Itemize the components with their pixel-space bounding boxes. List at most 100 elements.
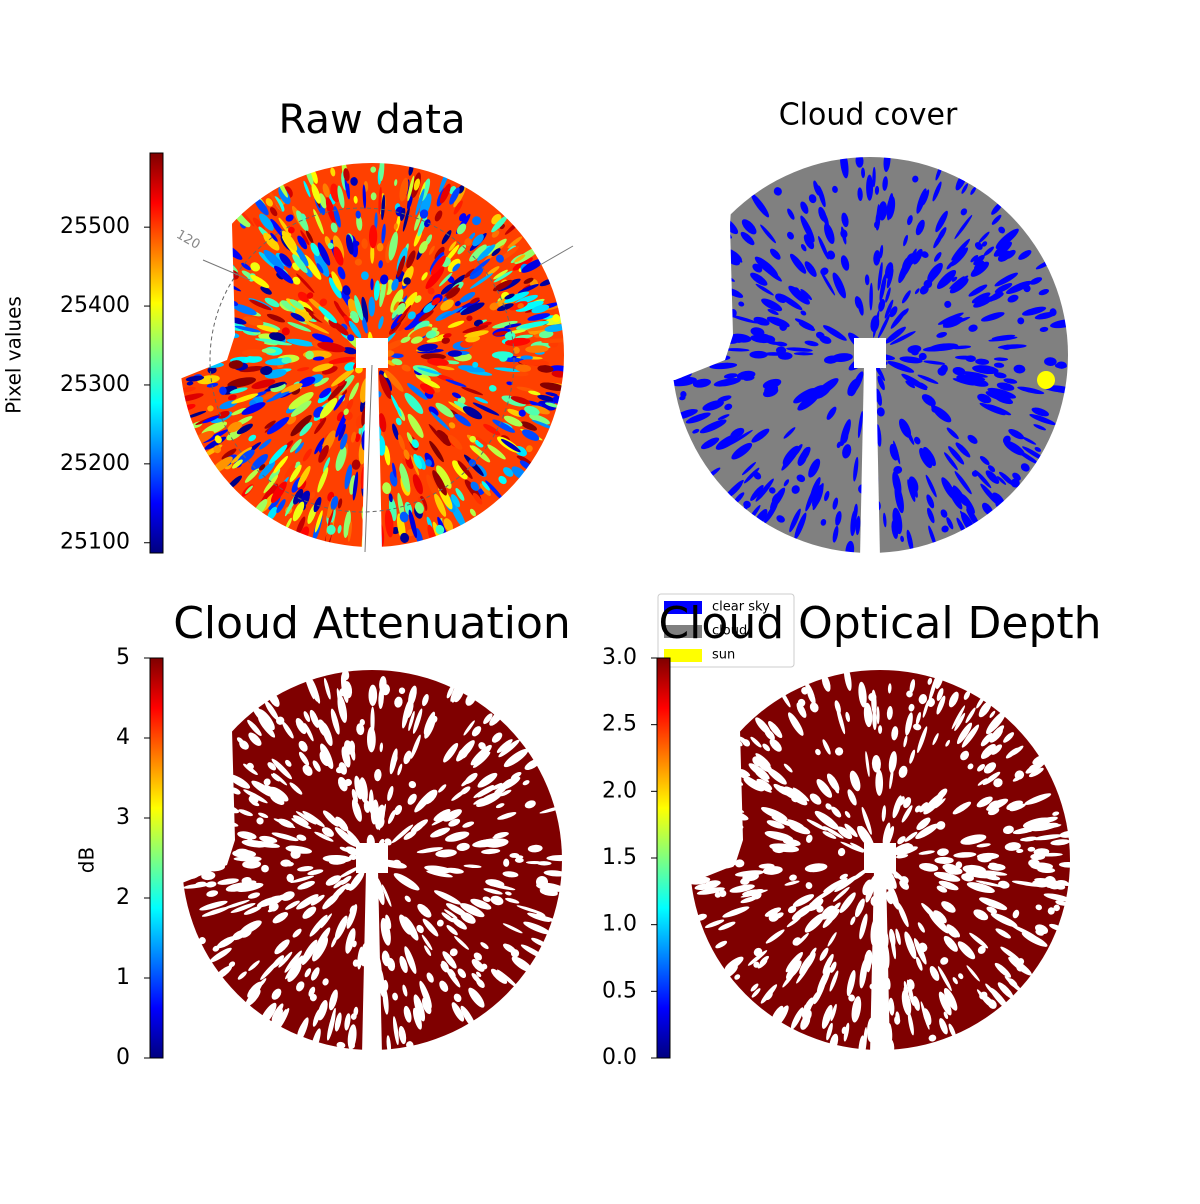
pixel-blob: [726, 481, 743, 498]
pixel-blob: [925, 474, 937, 498]
pixel-blob: [1021, 932, 1048, 947]
pixel-blob: [944, 866, 963, 875]
pixel-blob: [227, 377, 256, 388]
pixel-blob: [728, 309, 737, 318]
pixel-blob: [743, 777, 765, 792]
pixel-blob: [271, 988, 282, 1000]
pixel-blob: [185, 410, 207, 419]
pixel-blob: [898, 765, 908, 778]
pixel-blob: [394, 321, 402, 329]
pixel-blob: [545, 402, 560, 408]
pixel-blob: [237, 971, 247, 980]
legend-swatch: [664, 649, 702, 662]
pixel-blob: [183, 854, 203, 861]
pixel-blob: [213, 795, 229, 804]
pixel-blob: [178, 386, 196, 393]
pixel-blob: [348, 870, 365, 891]
pixel-blob: [241, 262, 251, 271]
pixel-blob: [1020, 463, 1030, 472]
pixel-blob: [987, 296, 995, 302]
pixel-blob: [445, 379, 467, 388]
pixel-blob: [976, 695, 986, 709]
pixel-blob: [775, 346, 787, 354]
pixel-blob: [961, 371, 988, 378]
pixel-blob: [800, 201, 809, 214]
pixel-blob: [303, 254, 322, 280]
pixel-blob: [400, 208, 406, 221]
pixel-blob: [770, 248, 781, 260]
pixel-blob: [952, 378, 975, 386]
pixel-blob: [1010, 478, 1020, 488]
pixel-blob: [829, 961, 837, 973]
pixel-blob: [823, 1011, 829, 1022]
pixel-blob: [474, 439, 484, 448]
pixel-blob: [952, 977, 958, 985]
pixel-blob: [751, 193, 770, 218]
pixel-blob: [428, 423, 444, 442]
pixel-blob: [502, 871, 519, 878]
pixel-blob: [476, 791, 503, 807]
pixel-blob: [318, 193, 327, 209]
pixel-blob: [393, 223, 398, 230]
pixel-blob: [317, 341, 346, 353]
pixel-blob: [399, 463, 411, 493]
pixel-blob: [221, 448, 237, 460]
pixel-blob: [368, 224, 378, 249]
pixel-blob: [505, 897, 520, 904]
pixel-blob: [281, 327, 290, 336]
camera-mount: [864, 843, 896, 873]
pixel-blob: [289, 464, 302, 483]
pixel-blob: [531, 937, 549, 948]
pixel-blob: [442, 951, 457, 969]
pixel-blob: [946, 260, 955, 270]
pixel-blob: [777, 352, 793, 360]
pixel-blob: [292, 815, 309, 826]
colorbar: [149, 152, 164, 554]
pixel-blob: [986, 906, 998, 914]
pixel-blob: [526, 325, 553, 332]
pixel-blob: [761, 298, 783, 312]
pixel-blob: [891, 520, 899, 539]
pixel-blob: [362, 184, 367, 209]
pixel-blob: [834, 747, 844, 756]
pixel-blob: [876, 407, 885, 417]
pixel-blob: [335, 766, 344, 774]
pixel-blob: [276, 499, 286, 514]
pixel-blob: [263, 249, 285, 270]
pixel-blob: [444, 909, 458, 919]
pixel-blob: [753, 947, 763, 957]
pixel-blob: [286, 415, 297, 425]
pixel-blob: [750, 484, 764, 501]
pixel-blob: [702, 400, 724, 411]
pixel-blob: [407, 311, 416, 320]
pixel-blob: [493, 279, 513, 292]
pixel-blob: [990, 912, 1018, 928]
pixel-blob: [422, 918, 439, 937]
pixel-blob: [854, 898, 865, 918]
pixel-blob: [293, 488, 304, 505]
pixel-blob: [457, 968, 467, 978]
pixel-blob: [985, 983, 997, 997]
pixel-blob: [698, 800, 705, 809]
pixel-blob: [258, 251, 278, 270]
pixel-blob: [333, 879, 345, 889]
pixel-blob: [346, 904, 358, 929]
pixel-blob: [370, 243, 375, 264]
pixel-blob: [944, 452, 958, 471]
pixel-blob: [399, 177, 409, 202]
pixel-blob: [919, 802, 929, 813]
pixel-blob: [825, 803, 832, 810]
pixel-blob: [712, 274, 732, 285]
pixel-blob: [670, 349, 681, 355]
pixel-blob: [350, 310, 360, 324]
pixel-blob: [289, 438, 302, 453]
pixel-blob: [301, 213, 307, 221]
pixel-blob: [786, 916, 801, 928]
pixel-blob: [918, 694, 928, 705]
pixel-blob: [822, 739, 831, 755]
pixel-blob: [227, 394, 237, 401]
pixel-blob: [284, 462, 296, 479]
pixel-blob: [717, 414, 730, 420]
pixel-blob: [857, 411, 863, 439]
pixel-blob: [887, 683, 892, 694]
